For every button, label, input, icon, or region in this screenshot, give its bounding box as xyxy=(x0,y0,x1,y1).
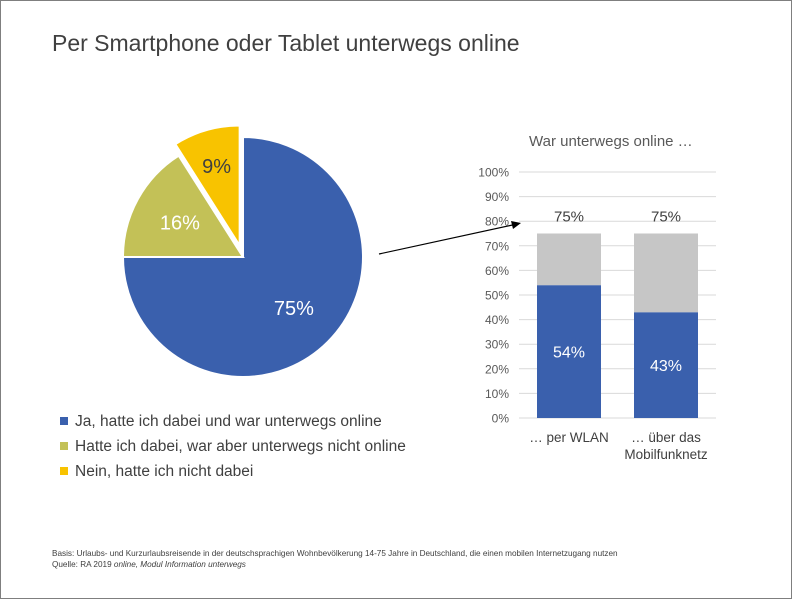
pie-slice-ja xyxy=(121,135,364,378)
slide-title: Per Smartphone oder Tablet unterwegs onl… xyxy=(52,30,520,56)
legend-swatch-ja xyxy=(60,417,68,425)
x-category-label-wlan: … per WLAN xyxy=(529,430,609,445)
pie-label-ja: 75% xyxy=(274,298,314,320)
bar-wlan-segment-1 xyxy=(537,285,601,418)
x-category-label-mobilfunk: … über das xyxy=(631,430,701,445)
legend-item-nicht-online: Hatte ich dabei, war aber unterwegs nich… xyxy=(60,436,406,461)
bar-mobilfunk-segment-2 xyxy=(634,233,698,313)
y-tick-label: 100% xyxy=(478,166,509,180)
footnote-source: Quelle: RA 2019 online, Modul Informatio… xyxy=(52,560,618,571)
y-tick-label: 10% xyxy=(485,387,509,401)
bar-mobilfunk-total-label: 75% xyxy=(651,209,681,226)
y-tick-label: 50% xyxy=(485,289,509,303)
y-tick-label: 30% xyxy=(485,338,509,352)
pie-label-nicht-online: 16% xyxy=(160,212,200,234)
pie-slice-nein xyxy=(173,124,241,249)
bar-wlan-segment-2 xyxy=(537,233,601,286)
legend-item-ja: Ja, hatte ich dabei und war unterwegs on… xyxy=(60,411,406,436)
x-category-label-mobilfunk: Mobilfunknetz xyxy=(624,447,708,462)
pie-legend: Ja, hatte ich dabei und war unterwegs on… xyxy=(60,411,406,486)
legend-label-ja: Ja, hatte ich dabei und war unterwegs on… xyxy=(75,413,382,430)
legend-swatch-nicht-online xyxy=(60,442,68,450)
footnote-basis: Basis: Urlaubs- und Kurzurlaubsreisende … xyxy=(52,549,618,558)
y-tick-label: 60% xyxy=(485,264,509,278)
bar-mobilfunk-value-label: 43% xyxy=(650,358,682,375)
y-tick-label: 80% xyxy=(485,215,509,229)
legend-label-nein: Nein, hatte ich nicht dabei xyxy=(75,463,254,480)
bar-chart-title: War unterwegs online … xyxy=(529,133,693,150)
y-tick-label: 20% xyxy=(485,362,509,376)
legend-label-nicht-online: Hatte ich dabei, war aber unterwegs nich… xyxy=(75,438,406,455)
y-tick-label: 40% xyxy=(485,313,509,327)
pie-label-nein: 9% xyxy=(202,156,231,178)
legend-swatch-nein xyxy=(60,467,68,475)
pie-slice-nicht-online xyxy=(121,154,245,258)
bar-wlan-total-label: 75% xyxy=(554,209,584,226)
pie-chart: 75% 16% 9% xyxy=(121,124,364,378)
footnote: Basis: Urlaubs- und Kurzurlaubsreisende … xyxy=(52,549,618,570)
y-tick-label: 70% xyxy=(485,239,509,253)
y-tick-label: 90% xyxy=(485,190,509,204)
bar-mobilfunk-segment-1 xyxy=(634,312,698,418)
footnote-source-detail: online, Modul Information unterwegs xyxy=(113,559,246,569)
footnote-source-prefix: Quelle: RA 2019 xyxy=(52,559,114,569)
y-tick-label: 0% xyxy=(492,412,510,426)
bar-wlan-value-label: 54% xyxy=(553,345,585,362)
connector-arrowhead xyxy=(511,221,521,229)
legend-item-nein: Nein, hatte ich nicht dabei xyxy=(60,461,406,486)
stacked-bar-chart: 0% 10% 20% 30% 40% 50% 60% 70% 80% 90% 100% 54% 75% …… xyxy=(478,166,716,462)
connector-arrow-line xyxy=(378,223,518,255)
